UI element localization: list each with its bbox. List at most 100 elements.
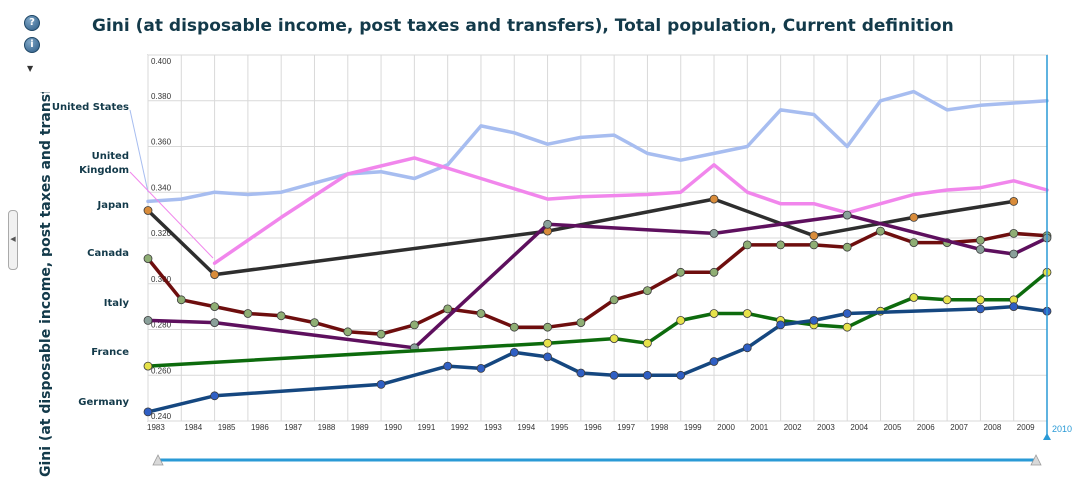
data-point-france[interactable] [609,334,619,344]
data-point-canada[interactable] [909,238,919,248]
legend-label-germany[interactable]: Germany [78,397,129,408]
data-point-canada[interactable] [310,318,319,328]
info-icon[interactable]: i [24,37,40,53]
x-tick-label: 1986 [251,423,269,432]
data-point-italy[interactable] [842,210,852,220]
data-point-germany[interactable] [143,407,153,417]
legend-label-united-kingdom-line1[interactable]: United [92,151,129,162]
data-point-japan[interactable] [210,270,220,280]
legend-label-united-kingdom-line2[interactable]: Kingdom [79,165,129,176]
series-line-united-kingdom[interactable] [212,156,1049,265]
series-germany[interactable] [143,302,1052,417]
series-line-united-states[interactable] [146,89,1049,204]
data-point-france[interactable] [709,309,719,318]
collapse-panel-handle[interactable]: ◀ [8,210,18,270]
data-point-germany[interactable] [842,309,852,318]
data-point-france[interactable] [143,361,153,371]
data-point-canada[interactable] [276,311,286,321]
data-point-germany[interactable] [1009,302,1019,312]
x-tick-label: 1983 [147,423,165,432]
data-point-france[interactable] [742,309,752,318]
help-icon[interactable]: ? [24,15,40,31]
data-point-canada[interactable] [443,304,453,314]
legend-label-france[interactable]: France [91,347,129,358]
data-point-france[interactable] [942,295,952,305]
series-united-states[interactable] [146,89,1049,204]
time-marker[interactable]: 2010 [1043,55,1072,440]
data-point-italy[interactable] [210,318,220,328]
data-point-canada[interactable] [476,309,486,318]
data-point-canada[interactable] [709,267,719,277]
data-point-canada[interactable] [543,322,552,332]
data-point-canada[interactable] [842,242,852,252]
legend-label-japan[interactable]: Japan [97,200,130,211]
data-point-germany[interactable] [776,320,785,330]
data-point-france[interactable] [909,293,919,302]
slider-end-handle[interactable] [1030,454,1042,466]
x-tick-label: 2002 [784,423,802,432]
data-point-germany[interactable] [742,343,752,353]
x-tick-label: 1993 [484,423,502,432]
data-point-japan[interactable] [709,194,719,204]
legend-label-united-states[interactable]: United States [52,102,129,113]
data-point-france[interactable] [676,315,686,325]
series-united-kingdom[interactable] [212,156,1049,265]
legend-label-canada[interactable]: Canada [87,248,129,259]
series-line-canada[interactable] [146,229,1049,336]
data-point-germany[interactable] [676,370,686,380]
series-canada[interactable] [143,226,1052,339]
current-year-label: 2010 [1052,424,1072,434]
chart-legend: United States United Kingdom Japan Canad… [52,102,214,408]
data-point-germany[interactable] [210,391,220,401]
data-point-germany[interactable] [609,370,619,380]
data-point-canada[interactable] [1009,228,1019,238]
data-point-canada[interactable] [343,327,353,337]
data-point-germany[interactable] [709,357,719,366]
data-point-canada[interactable] [742,240,752,250]
legend-label-italy[interactable]: Italy [104,298,130,309]
data-point-germany[interactable] [976,304,985,314]
data-point-canada[interactable] [776,240,785,250]
data-point-germany[interactable] [376,379,386,389]
data-point-canada[interactable] [876,226,885,236]
data-point-canada[interactable] [210,302,220,312]
data-point-canada[interactable] [243,309,253,318]
data-point-france[interactable] [842,322,852,332]
data-point-italy[interactable] [1009,249,1019,259]
dropdown-arrow-icon[interactable]: ▼ [27,64,34,73]
series-italy[interactable] [143,210,1052,353]
data-point-germany[interactable] [509,347,519,357]
data-point-canada[interactable] [509,322,519,332]
data-point-canada[interactable] [609,295,619,305]
data-point-canada[interactable] [643,286,652,296]
data-point-germany[interactable] [809,315,819,325]
data-point-canada[interactable] [676,267,686,277]
data-point-italy[interactable] [709,228,719,238]
data-point-italy[interactable] [143,315,153,325]
data-point-japan[interactable] [143,206,153,215]
data-point-canada[interactable] [143,254,153,264]
data-point-japan[interactable] [1009,196,1019,206]
data-point-germany[interactable] [443,361,453,371]
data-point-france[interactable] [976,295,985,305]
time-marker-handle[interactable] [1043,433,1051,440]
data-point-canada[interactable] [376,329,386,339]
time-slider[interactable] [152,454,1042,466]
x-tick-label: 1995 [551,423,569,432]
data-point-canada[interactable] [576,318,586,328]
data-point-germany[interactable] [543,352,552,362]
slider-start-handle[interactable] [152,454,164,466]
data-point-france[interactable] [543,338,552,348]
data-point-italy[interactable] [543,219,552,229]
data-point-germany[interactable] [576,368,586,378]
data-point-germany[interactable] [476,363,486,373]
data-point-japan[interactable] [809,231,819,241]
data-point-germany[interactable] [643,370,652,380]
data-point-france[interactable] [643,338,652,348]
data-point-japan[interactable] [909,212,919,222]
data-point-canada[interactable] [176,295,186,305]
data-point-canada[interactable] [809,240,819,250]
data-point-italy[interactable] [976,244,985,254]
data-point-canada[interactable] [409,320,419,330]
data-point-canada[interactable] [976,235,985,245]
